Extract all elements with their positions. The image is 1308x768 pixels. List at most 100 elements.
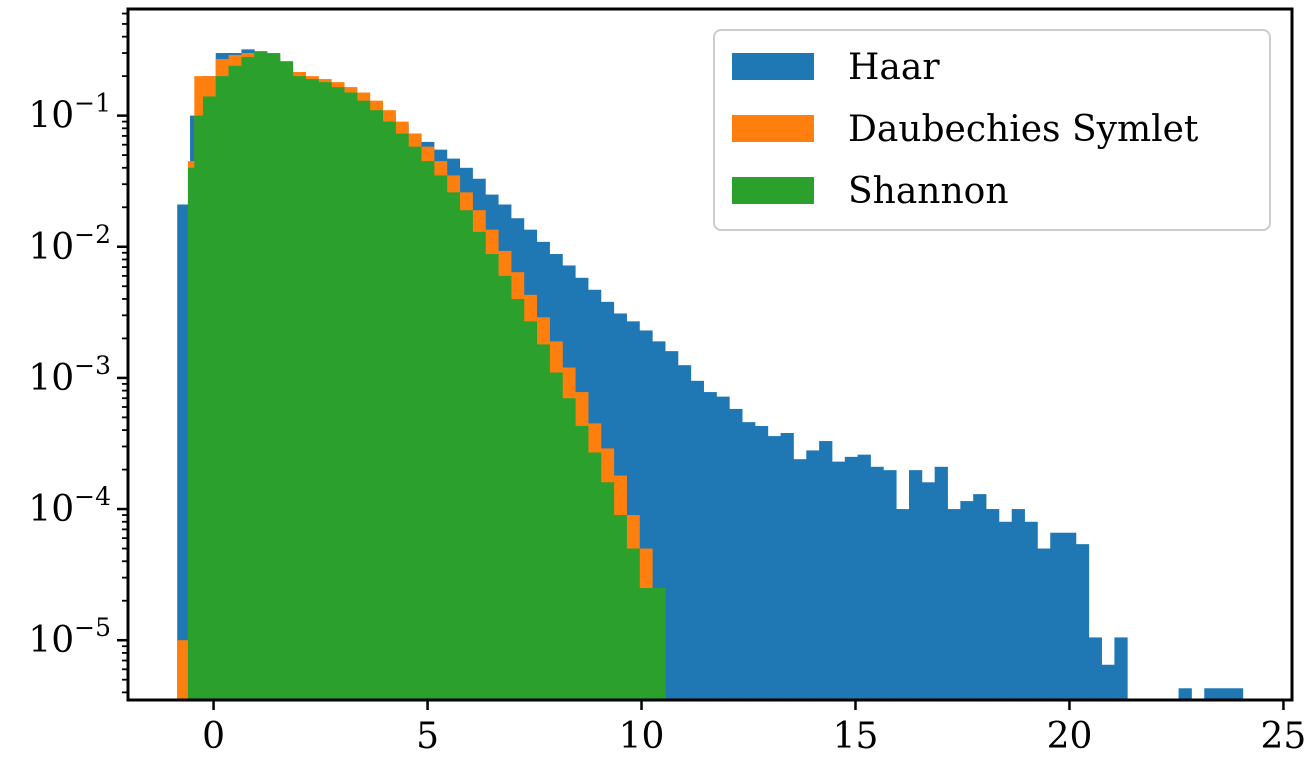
legend-swatch bbox=[732, 53, 814, 80]
histogram-bar bbox=[202, 96, 217, 700]
histogram-bar bbox=[1075, 544, 1090, 700]
histogram-bar bbox=[511, 298, 525, 700]
histogram-bar bbox=[690, 380, 704, 700]
y-tick-label: 10−3 bbox=[28, 351, 111, 399]
histogram-bar bbox=[716, 396, 730, 700]
histogram-bar bbox=[1063, 532, 1077, 700]
histogram-bar bbox=[549, 372, 563, 700]
histogram-bar bbox=[292, 76, 306, 700]
legend-swatch bbox=[732, 115, 814, 142]
histogram-bar bbox=[1217, 688, 1231, 700]
histogram-bar bbox=[1229, 688, 1244, 700]
histogram-bar bbox=[485, 254, 499, 700]
histogram-bar bbox=[215, 76, 229, 700]
histogram-bar bbox=[626, 548, 640, 700]
x-tick-label: 20 bbox=[1047, 716, 1093, 757]
histogram-bar bbox=[639, 588, 653, 700]
histogram-bar bbox=[908, 470, 923, 700]
histogram-bar bbox=[780, 433, 794, 700]
histogram-bar bbox=[613, 515, 627, 700]
histogram-bar bbox=[194, 115, 204, 701]
histogram-bar bbox=[382, 121, 396, 700]
x-tick-label: 15 bbox=[833, 716, 879, 757]
legend-box bbox=[713, 29, 1271, 231]
legend-label: Daubechies Symlet bbox=[848, 109, 1199, 150]
histogram-bar bbox=[973, 494, 987, 700]
histogram-bar bbox=[331, 87, 345, 701]
histogram-bar bbox=[857, 454, 871, 700]
histogram-bar bbox=[254, 51, 268, 700]
bar-layer bbox=[177, 49, 1244, 701]
histogram-bar bbox=[369, 110, 384, 701]
histogram-bar bbox=[1114, 637, 1128, 700]
histogram-bar bbox=[793, 459, 807, 700]
histogram-bar bbox=[600, 482, 615, 700]
y-tick-label: 10−2 bbox=[28, 220, 111, 268]
y-tick-label: 10−4 bbox=[28, 482, 111, 530]
histogram-bar bbox=[1204, 688, 1218, 700]
histogram-bar bbox=[459, 210, 473, 701]
x-tick-label: 5 bbox=[416, 716, 439, 757]
y-tick-label: 10−1 bbox=[28, 89, 111, 137]
histogram-bar bbox=[241, 56, 255, 700]
histogram-bar bbox=[703, 392, 717, 700]
histogram-bar bbox=[767, 436, 782, 700]
histogram-bar bbox=[754, 425, 769, 700]
legend: Haar Daubechies Symlet Shannon bbox=[713, 29, 1271, 231]
histogram-bar bbox=[934, 466, 948, 700]
histogram-bar bbox=[421, 161, 435, 700]
histogram-bar bbox=[344, 92, 358, 700]
histogram-bar bbox=[536, 344, 550, 700]
histogram-bar bbox=[279, 61, 294, 700]
histogram-bar bbox=[356, 100, 371, 701]
histogram-bar bbox=[187, 167, 195, 700]
histogram-bar bbox=[177, 640, 189, 700]
histogram-bar bbox=[831, 461, 846, 700]
histogram-bar bbox=[1011, 509, 1025, 700]
legend-swatch bbox=[732, 177, 814, 204]
series-2 bbox=[187, 51, 666, 701]
histogram-bar bbox=[1088, 637, 1102, 700]
histogram-bar bbox=[1178, 688, 1192, 700]
histogram-bar bbox=[947, 509, 961, 700]
histogram-bar bbox=[1037, 548, 1051, 700]
axes-layer: 0 5 10 15 20 25 10−5 10−4 10−3 10−2 10−1 bbox=[28, 12, 1307, 757]
histogram-bar bbox=[498, 275, 512, 700]
histogram-bar bbox=[562, 398, 576, 700]
histogram-bar bbox=[1024, 521, 1038, 700]
legend-label: Haar bbox=[848, 47, 940, 88]
histogram-bar bbox=[998, 521, 1013, 700]
histogram-bar bbox=[986, 509, 1000, 700]
histogram-bar bbox=[318, 82, 332, 700]
histogram-bar bbox=[742, 422, 756, 700]
histogram-bar bbox=[819, 441, 833, 700]
histogram-bar bbox=[806, 450, 820, 700]
y-tick-label: 10−5 bbox=[28, 613, 111, 661]
x-tick-label: 25 bbox=[1261, 716, 1307, 757]
x-tick-label: 0 bbox=[202, 716, 225, 757]
histogram-bar bbox=[652, 588, 666, 700]
histogram-bar bbox=[472, 231, 486, 700]
x-tick-label: 10 bbox=[619, 716, 665, 757]
histogram-bar bbox=[896, 509, 910, 700]
histogram-bar bbox=[523, 321, 538, 700]
histogram-bar bbox=[305, 79, 319, 700]
histogram-bar bbox=[1101, 664, 1115, 700]
histogram-bar bbox=[177, 204, 191, 701]
legend-label: Shannon bbox=[848, 171, 1009, 212]
histogram-bar bbox=[575, 425, 589, 700]
histogram-bar bbox=[228, 65, 242, 700]
histogram-bar bbox=[870, 466, 884, 700]
histogram-bar bbox=[1050, 532, 1064, 700]
histogram-bar bbox=[677, 365, 692, 700]
histogram-bar bbox=[729, 408, 743, 700]
histogram-bar bbox=[921, 482, 936, 700]
histogram-bar bbox=[588, 452, 602, 700]
histogram-bar bbox=[433, 175, 448, 701]
histogram-bar bbox=[267, 53, 281, 700]
histogram-bar bbox=[960, 501, 974, 700]
histogram-bar bbox=[408, 146, 422, 701]
histogram-bar bbox=[395, 133, 409, 700]
histogram-bar bbox=[883, 470, 897, 700]
